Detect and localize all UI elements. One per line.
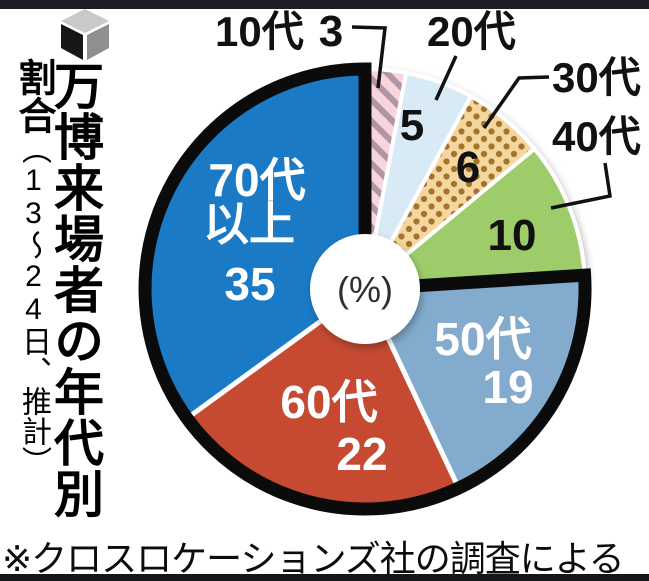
source-note: ※クロスロケーションズ社の調査による (2, 538, 625, 579)
segment-text-60代: 60代 (280, 376, 377, 428)
top-border-bar (0, 0, 649, 9)
segment-text-50代: 50代 (434, 313, 531, 365)
title-tilde: 〜 (17, 230, 50, 260)
title-sub-word: 割合 (12, 58, 54, 134)
segment-text-50代: 19 (482, 361, 533, 413)
title-range-start: 13 (17, 164, 50, 230)
segment-text-30代: 6 (456, 143, 480, 192)
callout-label-30代: 30代 (552, 54, 641, 101)
chart-title-sub: 割合（13〜24日、推計） (0, 58, 54, 476)
pie-segment-70代以上 (144, 68, 365, 419)
segment-text-70代以上: 70代 (208, 154, 305, 206)
segment-text-60代: 22 (336, 428, 387, 480)
center-unit-label: (%) (337, 269, 393, 310)
title-range-suffix: 日、推計 (17, 326, 50, 446)
older-group-outline (138, 62, 592, 516)
bottom-border-bar (0, 574, 649, 581)
pie-segment-40代 (363, 146, 587, 291)
cube-left-face (61, 24, 83, 60)
callout-label-10代: 10代 (215, 8, 304, 55)
chart-title-main: 万博来場者の年代別 (47, 60, 103, 519)
cube-right-face (87, 24, 109, 60)
callout-label-40代: 40代 (552, 113, 641, 160)
leader-line-30代 (482, 75, 550, 130)
pie-segment-50代 (365, 275, 586, 489)
pie-young-segments-group (363, 67, 587, 291)
callout-value-10代: 3 (319, 7, 343, 56)
pie-older-segments-group (144, 68, 586, 510)
title-paren-close: ） (17, 446, 50, 476)
leader-line-10代 (351, 25, 387, 89)
segment-text-20代: 5 (400, 101, 424, 150)
older-group-outline-layer (138, 62, 592, 516)
title-range-end: 24 (17, 260, 50, 326)
leader-line-20代 (434, 55, 458, 101)
callout-label-20代: 20代 (427, 8, 516, 55)
leader-line-40代 (550, 162, 612, 210)
news-cube-icon (57, 7, 113, 63)
center-circle (310, 234, 420, 344)
leader-lines-layer (351, 25, 612, 210)
segment-text-70代以上: 35 (224, 258, 275, 310)
segment-text-70代以上: 以上 (203, 198, 295, 250)
segment-text-40代: 10 (488, 211, 537, 260)
cube-top-face (61, 9, 109, 33)
title-paren-open: （ (17, 134, 50, 164)
